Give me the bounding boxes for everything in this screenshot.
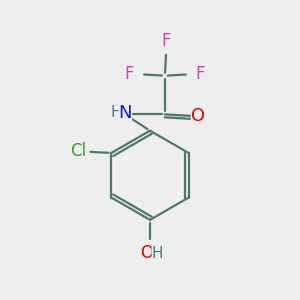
Text: O: O bbox=[140, 244, 154, 262]
Text: H: H bbox=[152, 246, 163, 261]
Text: F: F bbox=[196, 65, 205, 83]
Text: H: H bbox=[111, 105, 122, 120]
Text: Cl: Cl bbox=[70, 142, 86, 160]
Text: F: F bbox=[162, 32, 171, 50]
Text: O: O bbox=[191, 107, 206, 125]
Text: F: F bbox=[124, 65, 134, 83]
Text: N: N bbox=[118, 104, 132, 122]
